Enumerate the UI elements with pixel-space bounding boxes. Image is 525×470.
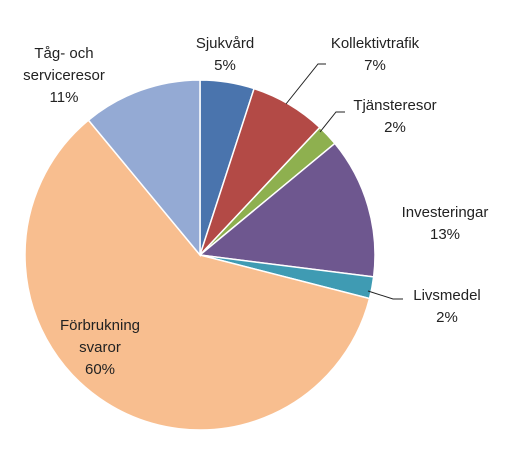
slice-label-2: Tjänsteresor [353,97,436,114]
slice-value-5: 60% [85,361,115,378]
slice-value-4: 2% [436,309,458,326]
slice-label-4: Livsmedel [413,287,481,304]
slice-label-1: Kollektivtrafik [331,35,420,52]
leader-line-1 [285,63,326,105]
slice-label-5: Förbrukning svaror [60,317,140,356]
leader-line-4 [367,290,403,300]
slice-value-2: 2% [384,119,406,136]
pie-slice-3 [198,142,376,278]
pie-slice-5 [24,119,371,431]
slice-label-6: Tåg- och serviceresor [23,45,105,84]
slice-value-6: 11% [50,89,79,106]
slice-value-0: 5% [214,57,236,74]
slice-value-3: 13% [430,226,460,243]
leader-line-2 [319,111,345,133]
slice-value-1: 7% [364,57,386,74]
slice-label-0: Sjukvård [196,35,254,52]
slice-label-3: Investeringar [402,204,489,221]
pie-slice-6 [87,79,201,258]
